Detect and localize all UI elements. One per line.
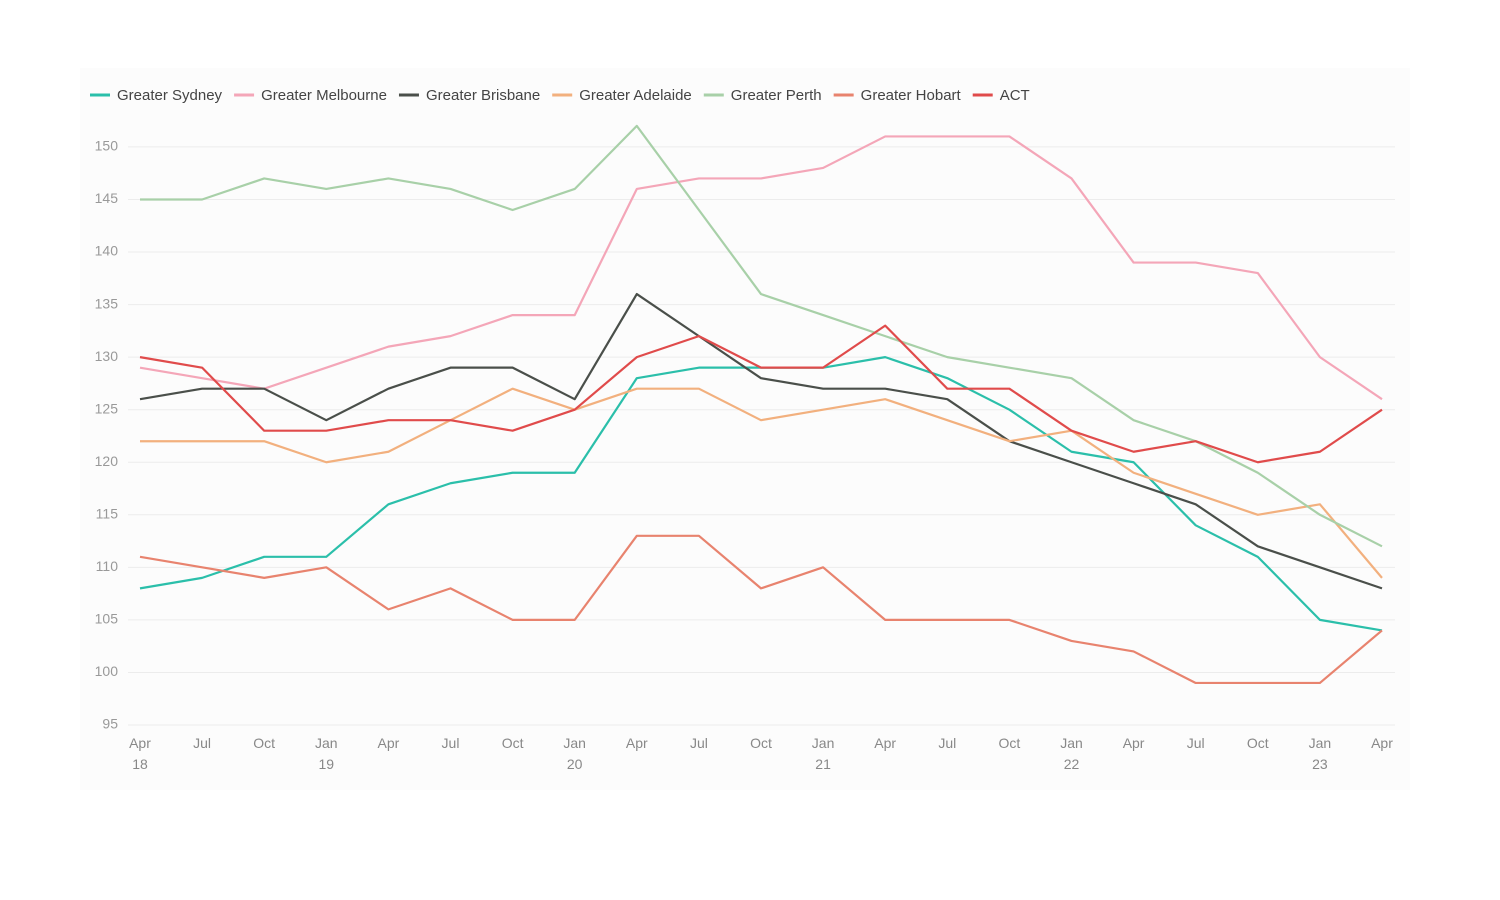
line <box>139 292 1383 590</box>
legend-label: Greater Sydney <box>117 87 223 104</box>
legend-label: Greater Perth <box>731 87 822 104</box>
y-tick-label: 95 <box>102 716 118 732</box>
x-tick-label: Oct <box>1246 735 1269 751</box>
x-tick-label: Jan 20 <box>563 735 586 772</box>
x-tick-label: Jan 23 <box>1308 735 1332 772</box>
legend-label: Greater Hobart <box>861 87 962 104</box>
x-tick-label: Jul <box>689 735 708 751</box>
x-tick-label: Jan 19 <box>315 735 338 772</box>
y-tick-label: 110 <box>96 558 119 574</box>
x-tick-label: Apr <box>625 735 648 751</box>
x-tick-label: Apr <box>874 735 897 751</box>
x-tick-label: Jul <box>938 735 957 751</box>
x-tick-label: Apr <box>1371 735 1393 751</box>
line <box>139 135 1383 401</box>
line <box>140 387 1383 579</box>
line <box>139 324 1383 464</box>
x-tick-label: Apr 18 <box>129 735 151 772</box>
y-tick-label: 140 <box>95 243 119 259</box>
line <box>139 534 1383 685</box>
y-tick-label: 130 <box>95 348 119 364</box>
x-tick-label: Jan 22 <box>1060 735 1083 772</box>
y-tick-label: 135 <box>95 295 119 311</box>
x-tick-label: Jul <box>193 735 212 751</box>
legend-label: Greater Adelaide <box>579 87 692 104</box>
x-tick-label: Oct <box>501 735 524 751</box>
legend-label: Greater Brisbane <box>426 87 540 104</box>
legend-label: ACT <box>1000 87 1030 104</box>
y-tick-label: 100 <box>95 663 119 679</box>
line <box>140 124 1383 548</box>
legend-label: Greater Melbourne <box>261 87 387 104</box>
y-tick-label: 115 <box>96 505 119 521</box>
x-tick-label: Oct <box>750 735 772 751</box>
y-tick-label: 145 <box>95 190 119 206</box>
chart-panel <box>80 68 1410 790</box>
x-tick-label: Jul <box>441 735 460 751</box>
y-tick-label: 125 <box>95 400 119 416</box>
y-tick-label: 105 <box>95 611 119 627</box>
x-tick-label: Oct <box>998 735 1021 751</box>
x-tick-label: Apr <box>377 735 400 751</box>
x-tick-label: Apr <box>1122 735 1145 751</box>
x-tick-label: Jul <box>1186 735 1205 751</box>
x-tick-label: Oct <box>253 735 276 751</box>
y-tick-label: 120 <box>95 453 119 469</box>
y-tick-label: 150 <box>95 138 119 154</box>
x-tick-label: Jan 21 <box>811 735 835 772</box>
